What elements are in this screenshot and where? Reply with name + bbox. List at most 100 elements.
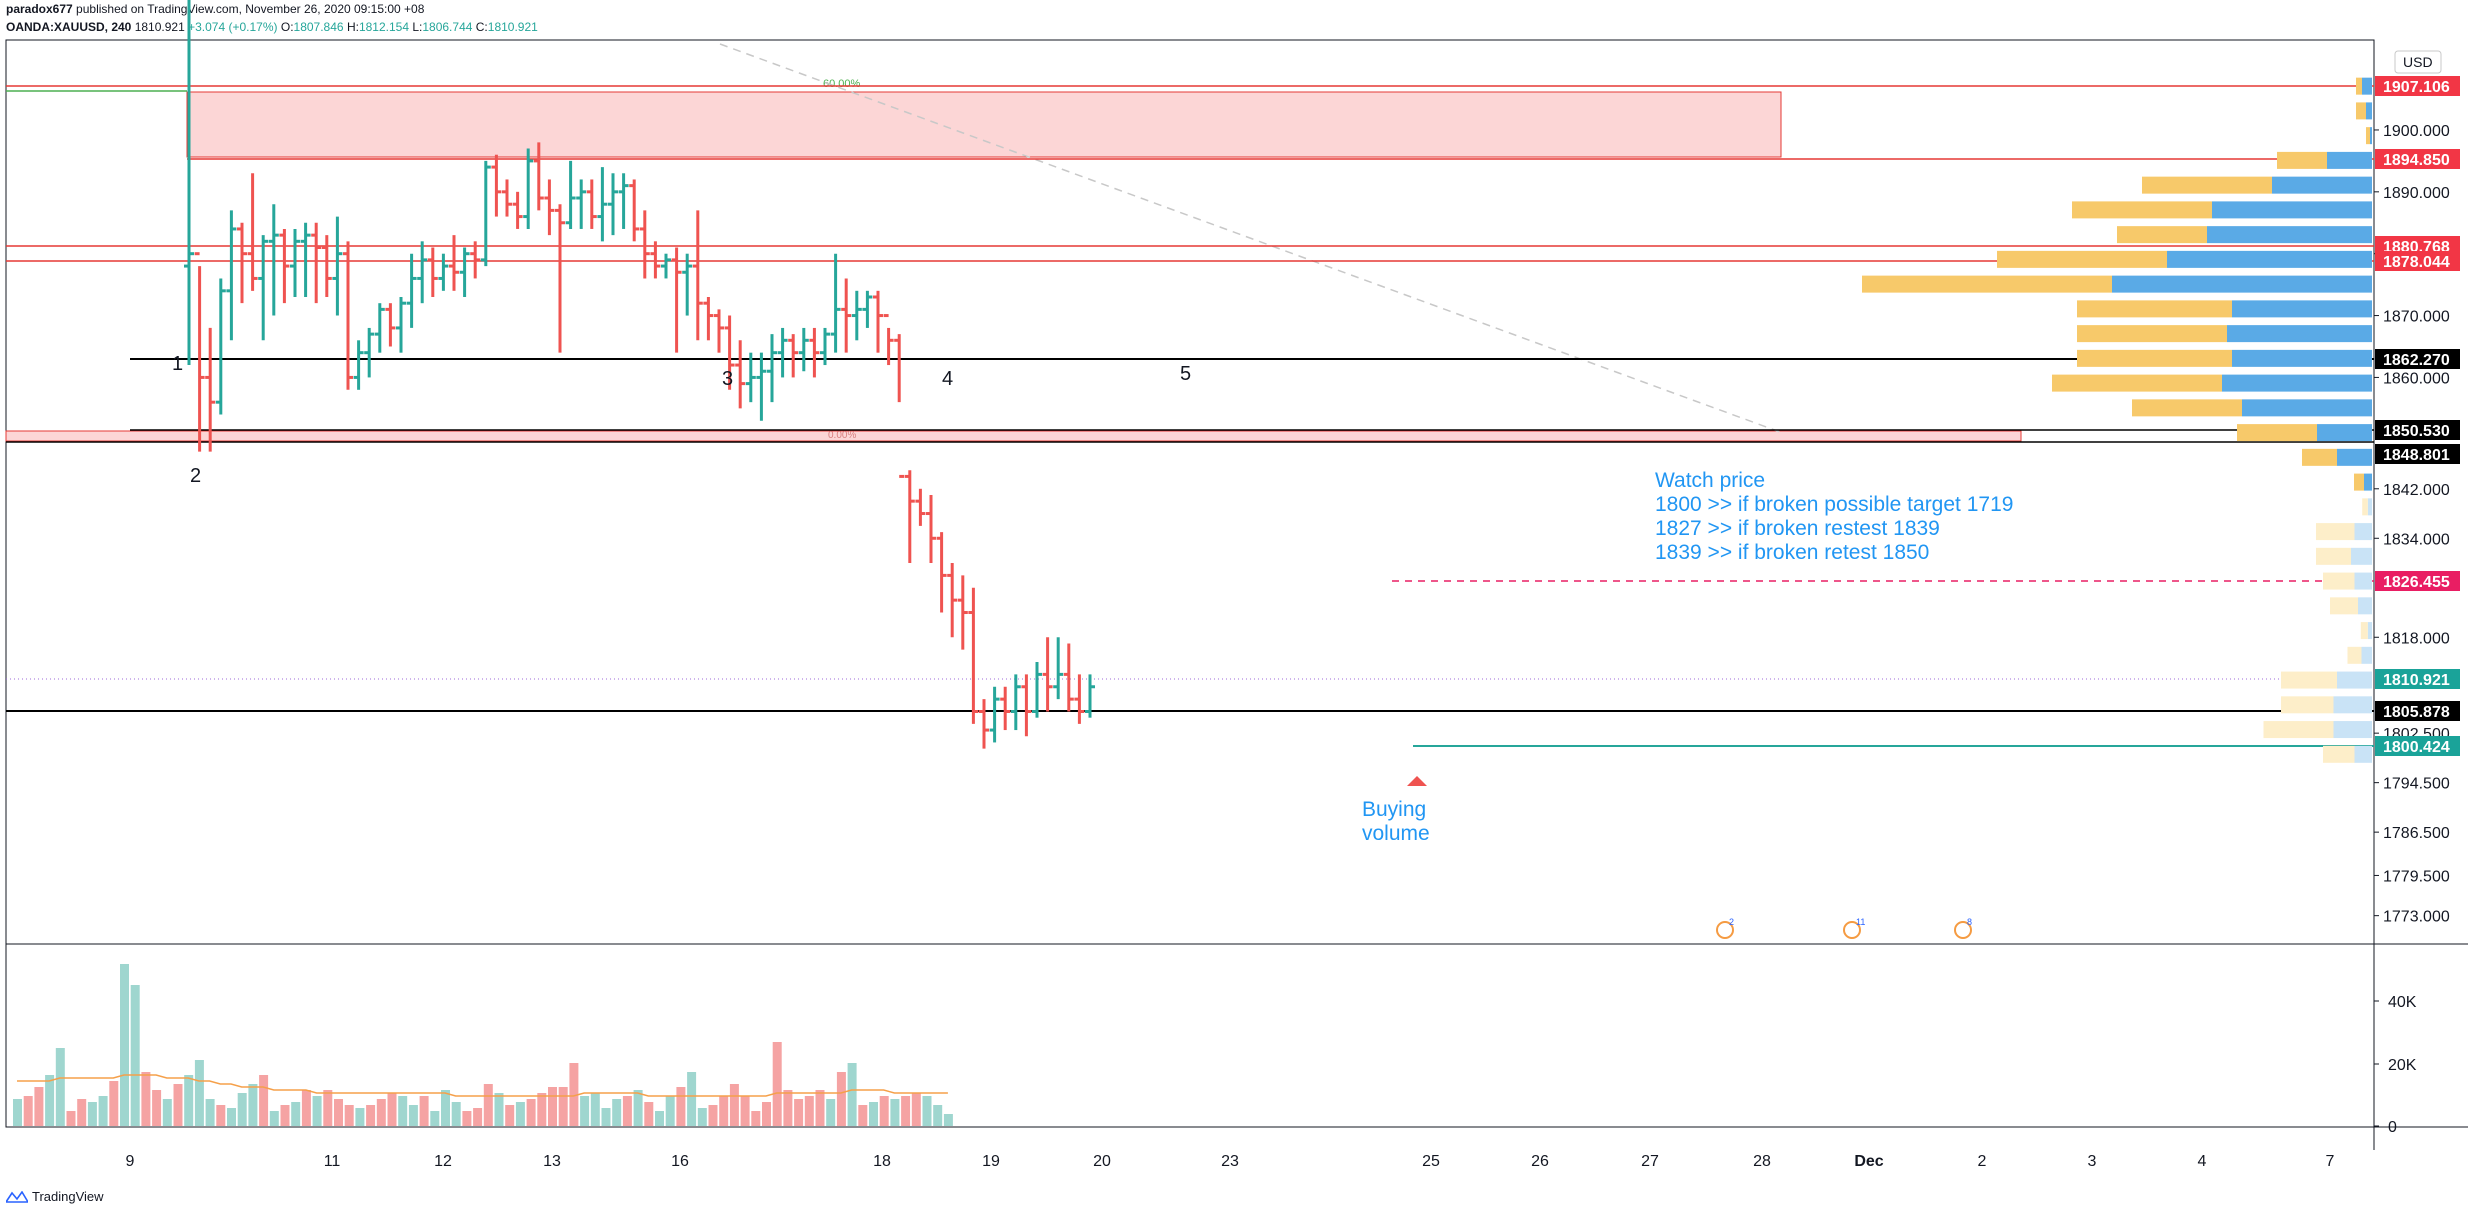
volume-profile-sell-1	[2366, 102, 2372, 120]
volume-bar-1	[23, 1096, 33, 1126]
price-tag-bg-8	[2375, 669, 2460, 689]
volume-profile-buy-25	[2281, 696, 2334, 714]
volume-bar-33	[366, 1105, 376, 1126]
volume-bar-54	[590, 1093, 600, 1126]
time-label-Dec: Dec	[1854, 1153, 1883, 1170]
currency-label: USD	[2403, 54, 2433, 70]
time-label-4: 4	[2198, 1153, 2207, 1170]
volume-bar-35	[387, 1093, 397, 1126]
volume-bar-14	[162, 1099, 172, 1126]
volume-bar-76	[826, 1099, 836, 1126]
price-tag-1826.455: 1826.455	[2383, 574, 2450, 591]
volume-bar-78	[847, 1063, 857, 1126]
tradingview-brand: TradingView	[32, 1189, 104, 1204]
publish-header: paradox677 published on TradingView.com,…	[6, 2, 424, 16]
price-tag-bg-3	[2375, 251, 2460, 271]
volume-profile-sell-20	[2354, 572, 2372, 590]
price-change: +3.074 (+0.17%)	[188, 20, 278, 34]
volume-bar-37	[408, 1105, 418, 1126]
volume-profile-buy-17	[2362, 498, 2368, 516]
volume-bar-47	[515, 1102, 525, 1126]
fib-zone	[5, 430, 2022, 442]
price-tag-bg-6	[2375, 444, 2460, 464]
wave-label-1: 1	[172, 353, 183, 375]
volume-bar-4	[55, 1048, 65, 1126]
volume-bar-82	[890, 1099, 900, 1126]
author-name[interactable]: paradox677	[6, 2, 73, 16]
time-label-3: 3	[2088, 1153, 2097, 1170]
volume-profile-sell-25	[2333, 696, 2372, 714]
time-label-26: 26	[1531, 1153, 1549, 1170]
volume-profile-buy-21	[2330, 597, 2358, 615]
volume-bar-17	[194, 1060, 204, 1126]
wave-label-2: 2	[190, 465, 201, 487]
volume-profile-sell-12	[2222, 374, 2372, 392]
volume-bar-81	[879, 1096, 889, 1126]
price-tag-bg-10	[2375, 736, 2460, 756]
price-tag-bg-4	[2375, 349, 2460, 369]
volume-tick-20K: 20K	[2388, 1057, 2417, 1074]
buying-volume-label-0: Buying	[1362, 798, 1426, 821]
price-tag-1848.801: 1848.801	[2383, 447, 2450, 464]
time-label-12: 12	[434, 1153, 452, 1170]
volume-tick-0: 0	[2388, 1119, 2397, 1136]
volume-profile-sell-19	[2351, 547, 2372, 565]
volume-bar-38	[419, 1096, 429, 1126]
volume-bar-75	[815, 1090, 825, 1126]
volume-bar-12	[141, 1072, 151, 1126]
buying-arrow-icon	[1407, 776, 1427, 786]
volume-bar-67	[729, 1084, 739, 1126]
low-label: L:	[412, 20, 423, 34]
volume-bar-10	[120, 964, 129, 1126]
wave-label-4: 4	[942, 368, 953, 390]
tradingview-footer[interactable]: TradingView	[6, 1189, 104, 1204]
volume-bar-61	[665, 1096, 675, 1126]
buying-volume-label-1: volume	[1362, 822, 1430, 845]
time-label-16: 16	[671, 1153, 689, 1170]
volume-bar-57	[622, 1096, 632, 1126]
volume-bar-15	[173, 1084, 183, 1126]
volume-bar-53	[580, 1096, 590, 1126]
volume-profile-buy-23	[2347, 646, 2362, 664]
last-price: 1810.921	[134, 20, 185, 34]
volume-profile-sell-15	[2337, 448, 2372, 466]
price-tick-label-9: 1794.500	[2383, 776, 2450, 793]
volume-profile-buy-12	[2052, 374, 2222, 392]
volume-profile-buy-6	[2117, 226, 2207, 244]
volume-profile-sell-18	[2354, 523, 2372, 541]
volume-bar-46	[505, 1105, 515, 1126]
volume-bar-11	[130, 985, 140, 1126]
time-label-19: 19	[982, 1153, 1000, 1170]
price-tick-label-3: 1870.000	[2383, 309, 2450, 326]
volume-profile-buy-7	[1997, 250, 2167, 268]
annotation-line-3: 1839 >> if broken retest 1850	[1655, 541, 1929, 564]
volume-bar-36	[398, 1096, 408, 1126]
volume-bar-59	[644, 1102, 654, 1126]
time-label-18: 18	[873, 1153, 891, 1170]
volume-ma-line	[17, 1074, 948, 1097]
volume-bar-29	[323, 1090, 333, 1126]
annotation-line-1: 1800 >> if broken possible target 1719	[1655, 493, 2013, 516]
volume-profile-buy-15	[2302, 448, 2337, 466]
volume-bar-56	[612, 1099, 622, 1126]
close-value: 1810.921	[487, 20, 538, 34]
event-flag-icon	[1716, 921, 1734, 939]
volume-profile-sell-13	[2242, 399, 2372, 417]
wave-label-3: 3	[722, 368, 733, 390]
volume-bar-65	[708, 1105, 718, 1126]
volume-bar-8	[98, 1096, 108, 1126]
time-label-23: 23	[1221, 1153, 1239, 1170]
event-badge-count: 8	[1967, 917, 1972, 927]
annotation-line-2: 1827 >> if broken restest 1839	[1655, 517, 1940, 540]
event-flag-icon	[1954, 921, 1972, 939]
time-label-27: 27	[1641, 1153, 1659, 1170]
volume-bar-66	[719, 1096, 729, 1126]
publish-info: published on TradingView.com, November 2…	[76, 2, 425, 16]
volume-bar-73	[794, 1099, 804, 1126]
volume-bar-51	[558, 1087, 568, 1126]
price-tick-label-12: 1773.000	[2383, 909, 2450, 926]
volume-profile-buy-20	[2323, 572, 2355, 590]
price-tick-label-10: 1786.500	[2383, 825, 2450, 842]
price-tag-bg-1	[2375, 149, 2460, 169]
